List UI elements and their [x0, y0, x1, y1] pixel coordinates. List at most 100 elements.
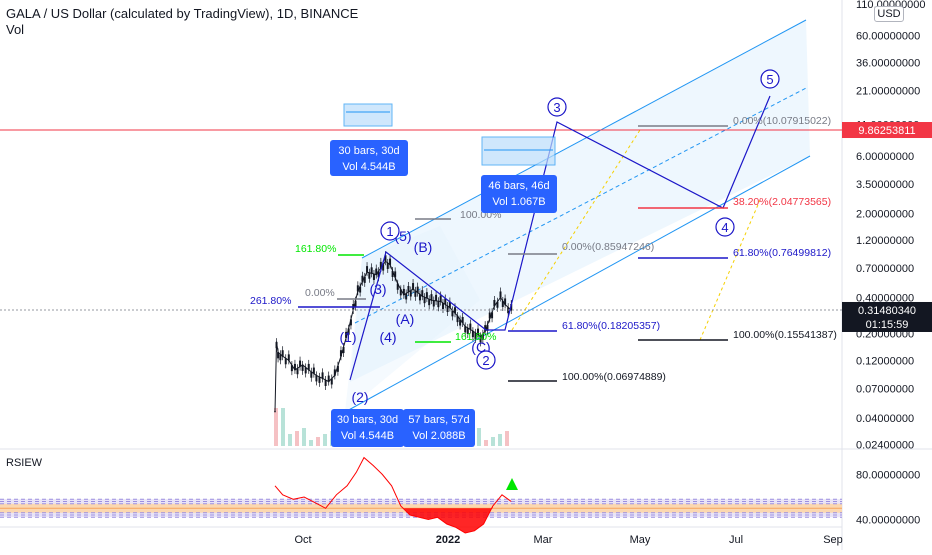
candle-body: [281, 350, 284, 357]
candle-body: [430, 294, 433, 301]
price-point: [281, 355, 284, 357]
candle-body: [491, 312, 494, 319]
candle-body: [359, 286, 362, 293]
fib-label-1: 0.00%: [305, 287, 335, 299]
candle-body: [310, 371, 313, 378]
projection-yellow-2: [699, 199, 761, 341]
candle-body: [354, 300, 357, 307]
candle-body: [499, 291, 502, 298]
wave-circle-0: [380, 221, 400, 241]
candle-body: [284, 358, 287, 365]
candle-body: [290, 365, 293, 372]
candle-body: [453, 307, 456, 314]
fib-label-8: 0.00%(10.07915022): [733, 115, 831, 127]
price-point: [510, 309, 513, 311]
candle-body: [444, 298, 447, 305]
bars-tooltip-2: [331, 409, 404, 447]
wave-circle-1: [476, 350, 496, 370]
candle-body: [451, 310, 454, 317]
candle-body: [301, 364, 304, 371]
price-point: [275, 341, 278, 343]
candle-body: [461, 316, 464, 323]
price-point: [504, 303, 506, 306]
candle-body: [402, 288, 405, 295]
resistance-price-label: 9.86253811: [858, 125, 915, 137]
candle-body: [386, 262, 389, 269]
channel-mid-line: [354, 86, 809, 324]
countdown-label: 01:15:59: [866, 319, 909, 331]
price-point: [456, 315, 459, 317]
rsi-title: RSIEW: [6, 457, 43, 469]
fib-label-11: 100.00%(0.15541387): [733, 329, 837, 341]
candle-body: [293, 363, 296, 370]
candle-body: [299, 360, 302, 367]
candle-body: [347, 328, 350, 335]
bars-tooltip-0: [330, 140, 408, 176]
volume-bar: [309, 440, 313, 446]
candle-body: [377, 271, 380, 278]
bars-tooltip-line1-0: 30 bars, 30d: [338, 145, 399, 157]
candle-body: [307, 363, 310, 370]
fib-label-5: 0.00%(0.85947246): [562, 241, 654, 253]
candle-body: [412, 283, 415, 290]
price-tick-13: 0.07000000: [856, 384, 914, 396]
rsi-green-marker: [506, 478, 518, 490]
price-point: [340, 355, 342, 357]
wave-circle-4: [760, 69, 780, 89]
price-point: [315, 374, 318, 377]
bars-tooltip-line1-2: 30 bars, 30d: [337, 414, 398, 426]
candle-body: [504, 298, 507, 305]
candle-body: [471, 331, 474, 338]
price-point: [430, 299, 433, 301]
wave-circle-2: [547, 97, 567, 117]
price-point: [347, 327, 350, 330]
wave-circle-label-2: 3: [553, 100, 560, 115]
candle-body: [327, 375, 330, 382]
candle-body: [296, 368, 299, 375]
wave-label-0: (1): [339, 329, 356, 345]
price-tick-0: 110.00000000: [856, 0, 926, 11]
price-point: [484, 330, 486, 332]
candle-body: [318, 376, 321, 383]
fib-label-3: 161.80%: [455, 331, 496, 343]
candle-body: [315, 375, 318, 382]
currency-badge[interactable]: USD: [874, 6, 904, 22]
candle-body: [312, 367, 315, 374]
rsi-oversold-fill: [403, 506, 493, 533]
candle-body: [349, 319, 352, 326]
candle-body: [368, 272, 371, 279]
candle-body: [399, 289, 402, 296]
price-point: [493, 305, 496, 307]
candle-body: [416, 286, 419, 293]
price-tick-3: 21.00000000: [856, 86, 920, 98]
candle-body: [421, 290, 424, 297]
price-point: [288, 359, 290, 362]
volume-bar: [281, 408, 285, 446]
candle-body: [409, 290, 412, 297]
time-label-4: Jul: [729, 534, 743, 546]
candle-body: [484, 325, 487, 332]
candle-body: [448, 301, 451, 308]
range-box-1: [343, 103, 393, 127]
volume-bar: [288, 434, 292, 446]
wave-label-2: (3): [369, 281, 386, 297]
price-point: [384, 260, 387, 263]
wave-circle-label-3: 4: [721, 220, 728, 235]
candle-body: [366, 266, 369, 273]
volume-bar: [316, 437, 320, 446]
fib-label-7: 100.00%(0.06974889): [562, 371, 666, 383]
price-tick-1: 60.00000000: [856, 31, 920, 43]
price-tick-14: 0.04000000: [856, 413, 914, 425]
candle-body: [446, 306, 449, 313]
candle-body: [405, 293, 408, 300]
candle-body: [481, 333, 484, 340]
candle-body: [464, 326, 467, 333]
candle-body: [304, 367, 307, 374]
price-point: [307, 369, 310, 371]
candle-body: [428, 299, 431, 306]
volume-bar: [477, 428, 481, 446]
bars-tooltip-3: [403, 409, 475, 447]
bars-tooltip-line1-3: 57 bars, 57d: [408, 414, 469, 426]
candle-body: [459, 319, 462, 326]
